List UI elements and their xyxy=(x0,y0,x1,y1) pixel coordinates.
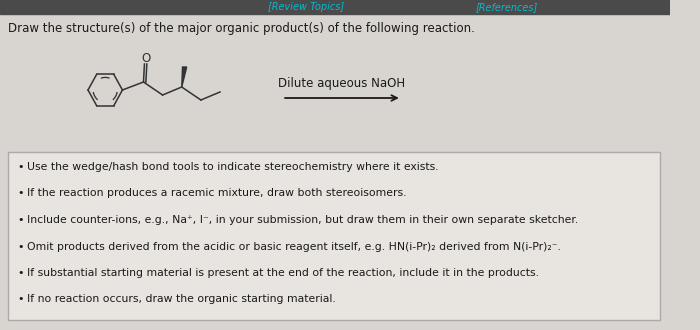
Text: •: • xyxy=(18,162,24,172)
Text: •: • xyxy=(18,268,24,278)
Text: •: • xyxy=(18,294,24,305)
Polygon shape xyxy=(182,67,187,87)
Bar xyxy=(8,152,660,320)
Text: Draw the structure(s) of the major organic product(s) of the following reaction.: Draw the structure(s) of the major organ… xyxy=(8,22,475,35)
Text: Dilute aqueous NaOH: Dilute aqueous NaOH xyxy=(279,78,405,90)
Text: •: • xyxy=(18,188,24,199)
Text: If substantial starting material is present at the end of the reaction, include : If substantial starting material is pres… xyxy=(27,268,539,278)
Text: O: O xyxy=(141,51,150,64)
Text: •: • xyxy=(18,215,24,225)
Text: If no reaction occurs, draw the organic starting material.: If no reaction occurs, draw the organic … xyxy=(27,294,335,305)
Text: [References]: [References] xyxy=(476,2,538,12)
Text: Omit products derived from the acidic or basic reagent itself, e.g. HN(i-Pr)₂ de: Omit products derived from the acidic or… xyxy=(27,242,561,251)
Bar xyxy=(0,0,669,14)
Text: [Review Topics]: [Review Topics] xyxy=(268,2,344,12)
Text: If the reaction produces a racemic mixture, draw both stereoisomers.: If the reaction produces a racemic mixtu… xyxy=(27,188,406,199)
Text: Use the wedge/hash bond tools to indicate stereochemistry where it exists.: Use the wedge/hash bond tools to indicat… xyxy=(27,162,438,172)
Text: Include counter-ions, e.g., Na⁺, I⁻, in your submission, but draw them in their : Include counter-ions, e.g., Na⁺, I⁻, in … xyxy=(27,215,578,225)
Text: •: • xyxy=(18,242,24,251)
